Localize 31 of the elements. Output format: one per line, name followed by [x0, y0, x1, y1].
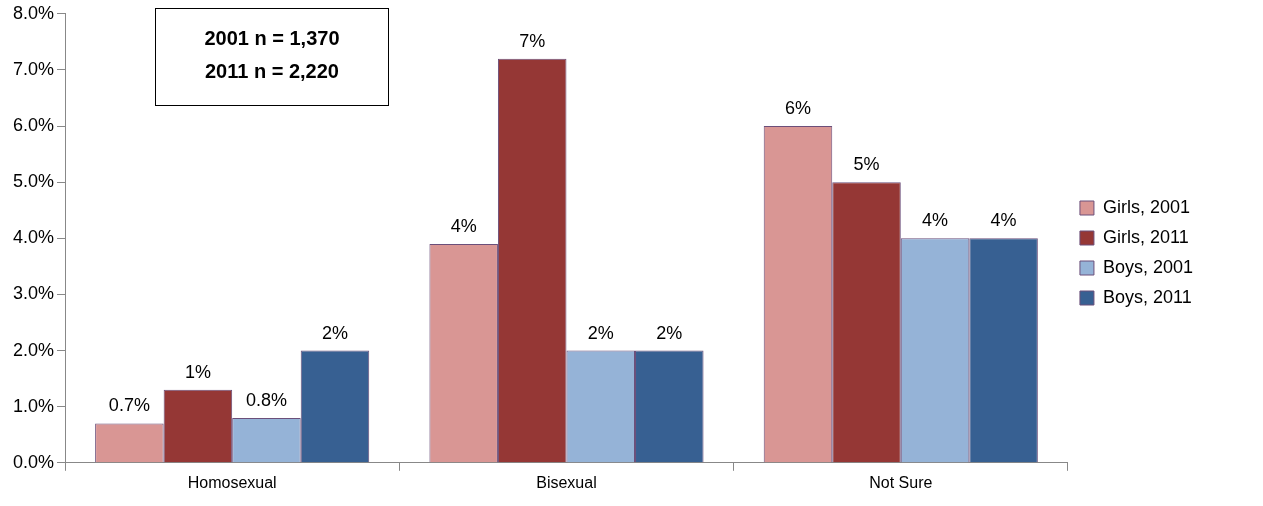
y-tick-label: 2.0% — [13, 339, 55, 360]
data-label: 4% — [990, 210, 1017, 231]
data-label: 6% — [784, 98, 811, 119]
y-tick-label: 4.0% — [13, 227, 55, 248]
x-tick-label: Not Sure — [869, 473, 933, 491]
annotation: 2011 n = 2,220 — [204, 60, 340, 83]
y-tick-label: 1.0% — [13, 395, 55, 416]
legend-label: Boys, 2011 — [1102, 286, 1192, 307]
data-label: 0.8% — [245, 389, 287, 410]
legend-label: Girls, 2011 — [1102, 226, 1189, 247]
y-tick-label: 8.0% — [13, 2, 55, 23]
data-label: 7% — [519, 30, 546, 51]
y-tick-label: 3.0% — [13, 283, 55, 304]
legend-label: Boys, 2001 — [1102, 256, 1193, 277]
data-label: 2% — [587, 322, 614, 343]
y-tick-label: 6.0% — [13, 115, 55, 136]
data-label: 0.7% — [108, 395, 150, 416]
data-label: 1% — [184, 361, 211, 382]
y-tick-label: 5.0% — [13, 171, 55, 192]
data-label: 2% — [656, 322, 683, 343]
legend-label: Girls, 2001 — [1102, 196, 1190, 217]
y-tick-label: 0.0% — [13, 451, 55, 472]
x-tick-label: Homosexual — [187, 473, 277, 491]
data-label: 2% — [321, 322, 348, 343]
data-label: 4% — [450, 215, 477, 236]
note-box: 2001 n = 1,370 2011 n = 2,220 — [155, 8, 389, 106]
data-label: 4% — [922, 210, 949, 231]
data-label: 5% — [853, 154, 880, 175]
annotation: 2001 n = 1,370 — [203, 27, 341, 50]
x-tick-label: Bisexual — [536, 473, 597, 491]
y-tick-label: 7.0% — [13, 58, 55, 79]
